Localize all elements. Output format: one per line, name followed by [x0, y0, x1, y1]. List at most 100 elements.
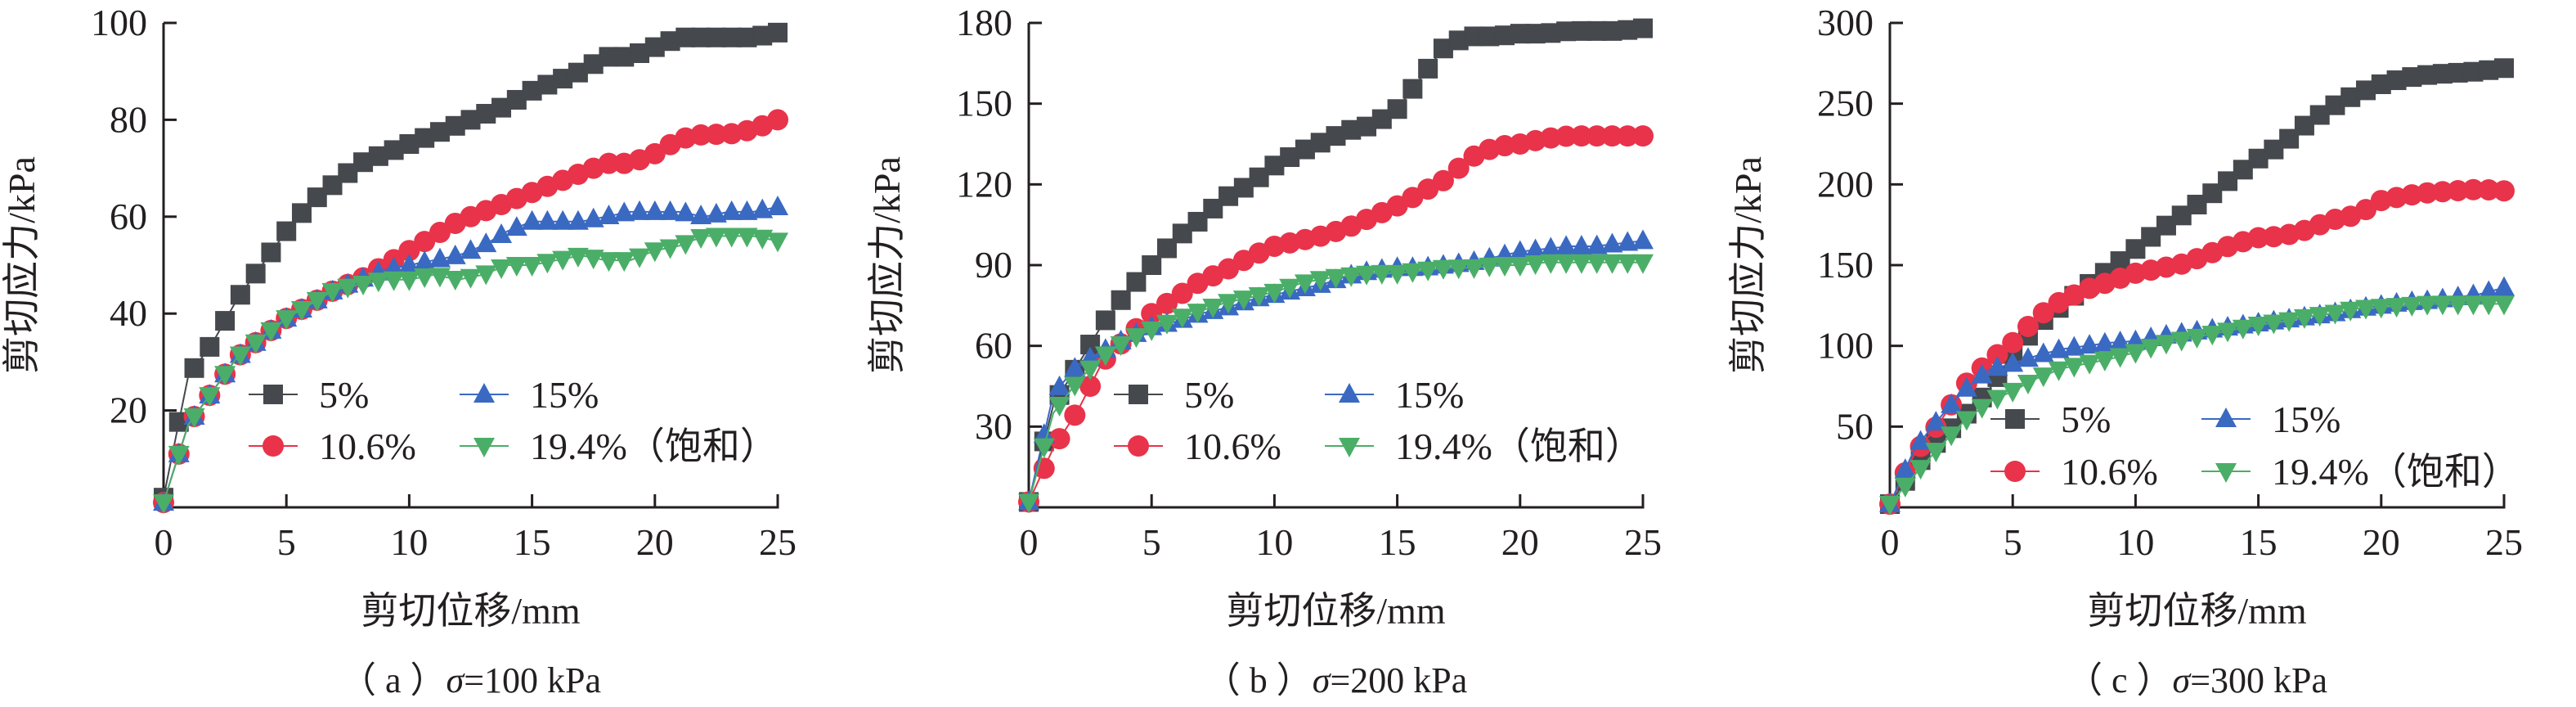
x-tick-label: 20 — [2363, 521, 2400, 563]
data-point — [1894, 458, 1916, 479]
data-point — [1048, 397, 1070, 417]
y-tick-label: 30 — [975, 405, 1012, 447]
data-point — [767, 195, 788, 215]
caption-sigma: σ — [1313, 660, 1332, 700]
legend-marker-triangle-down — [1339, 438, 1360, 457]
y-tick-label: 250 — [1817, 83, 1874, 124]
data-point — [2079, 334, 2101, 354]
data-point — [736, 200, 758, 220]
data-point — [290, 301, 312, 322]
data-point — [2417, 295, 2439, 316]
data-point — [1248, 287, 1270, 307]
legend-label: 5% — [319, 374, 369, 416]
data-point — [1955, 376, 1977, 397]
legend-marker-triangle-up — [2215, 408, 2237, 427]
data-point — [2094, 331, 2116, 352]
y-tick-label: 180 — [956, 2, 1012, 43]
data-point — [752, 229, 774, 250]
data-point — [383, 256, 405, 277]
data-point — [214, 366, 236, 386]
data-point — [1509, 257, 1531, 277]
x-tick-label: 15 — [514, 521, 551, 563]
caption-suffix: =200 kPa — [1330, 660, 1467, 700]
data-point — [1125, 328, 1147, 349]
data-point — [768, 22, 788, 43]
data-point — [1463, 259, 1485, 279]
data-point — [2355, 299, 2377, 320]
data-point — [1540, 236, 1562, 257]
data-point — [505, 257, 527, 277]
data-point — [690, 228, 712, 249]
data-point — [276, 221, 297, 241]
data-point — [1171, 308, 1193, 329]
panel-caption: （ a ）σ=100 kPa — [340, 660, 601, 700]
data-point — [200, 336, 220, 357]
data-point — [2462, 295, 2484, 316]
data-point — [1279, 278, 1301, 299]
data-point — [153, 494, 174, 515]
data-point — [398, 254, 420, 273]
data-point — [659, 239, 681, 259]
data-point — [2385, 298, 2408, 318]
y-tick-label: 50 — [1836, 405, 1874, 447]
data-point — [276, 310, 298, 331]
data-point — [1048, 375, 1070, 395]
caption-sigma: σ — [447, 660, 466, 700]
data-point — [2002, 331, 2024, 354]
data-point — [1418, 58, 1438, 79]
caption-sigma: σ — [2173, 660, 2192, 700]
chart-panel-c: 0 5 10 15 20 25 50 100 150 200 250 300 剪切位移/mm 剪切应力/k… — [1727, 2, 2523, 700]
data-point — [2017, 375, 2039, 395]
data-point — [2048, 361, 2070, 381]
data-point — [2478, 295, 2500, 316]
data-point — [1356, 265, 1378, 286]
data-point — [1494, 257, 1516, 277]
data-point — [1309, 271, 1331, 291]
legend-marker-square — [1129, 385, 1148, 404]
data-point — [567, 209, 589, 230]
data-point — [521, 209, 543, 230]
data-point — [598, 252, 620, 272]
data-point — [1232, 290, 1254, 311]
data-point — [2493, 276, 2515, 296]
y-tick-label: 150 — [956, 83, 1012, 124]
data-point — [429, 222, 451, 244]
data-point — [2309, 307, 2331, 327]
data-point — [1955, 411, 1977, 431]
data-point — [2109, 348, 2131, 368]
legend-marker-square — [263, 385, 283, 404]
x-tick-label: 10 — [390, 521, 428, 563]
data-point — [215, 311, 236, 331]
data-point — [1141, 303, 1163, 325]
data-point — [1387, 99, 1407, 119]
data-point — [2247, 227, 2269, 249]
data-point — [429, 268, 451, 288]
y-axis-title: 剪切应力/kPa — [1727, 156, 1769, 374]
data-point — [1925, 443, 1947, 463]
data-point — [2401, 296, 2423, 317]
y-tick-label: 40 — [110, 292, 147, 334]
data-point — [1632, 254, 1654, 274]
data-point — [1555, 235, 1577, 255]
data-point — [383, 271, 405, 291]
data-point — [1494, 135, 1516, 157]
data-point — [245, 263, 266, 284]
legend-label: 10.6% — [319, 426, 416, 467]
data-point — [306, 291, 328, 312]
data-point — [491, 223, 513, 243]
data-point — [1079, 376, 1102, 397]
legend-label: 5% — [1184, 374, 1234, 416]
data-point — [2032, 367, 2054, 388]
data-point — [2494, 58, 2514, 79]
data-point — [1064, 357, 1086, 377]
data-point — [414, 268, 436, 289]
data-point — [1048, 428, 1070, 450]
x-axis-title: 剪切位移/mm — [361, 590, 581, 632]
data-point — [1340, 267, 1362, 287]
panel-caption: （ c ）σ=300 kPa — [2067, 660, 2327, 700]
data-point — [1064, 376, 1086, 397]
x-tick-label: 10 — [1255, 521, 1293, 563]
caption-prefix: （ c ） — [2067, 660, 2173, 700]
y-axis-title: 剪切应力/kPa — [866, 156, 908, 374]
